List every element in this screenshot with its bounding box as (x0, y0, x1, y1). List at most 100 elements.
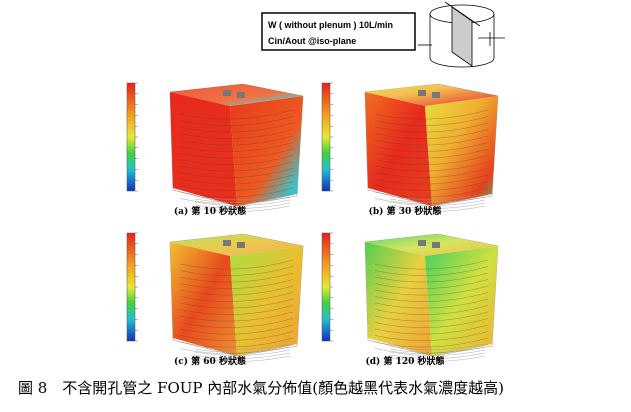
wafer-line (194, 346, 291, 353)
wafer-line (179, 331, 294, 341)
colorbar (321, 82, 331, 192)
wafer-line (389, 193, 486, 200)
wafer-line (374, 344, 489, 354)
wafer-line (179, 259, 294, 270)
colorbar (126, 232, 136, 342)
wafer-line (179, 337, 294, 348)
right-face (425, 246, 498, 356)
wafer-line (179, 135, 294, 146)
left-face (365, 92, 432, 206)
wafer-line (374, 142, 489, 152)
wafer-line (179, 266, 294, 276)
right-face (425, 96, 498, 206)
wafer-line (374, 266, 489, 276)
port (223, 90, 231, 96)
top-face (365, 84, 498, 106)
wafer-line (374, 155, 489, 165)
panel-caption: (b) 第 30 秒狀態 (369, 205, 442, 217)
wafer-line (179, 181, 294, 191)
wafer-line (179, 187, 294, 198)
legend-box (261, 12, 416, 51)
wafer-line (389, 349, 486, 356)
port (418, 240, 426, 246)
wafer-line (179, 194, 294, 204)
wafer-line (374, 181, 489, 191)
wafer-line (374, 122, 489, 133)
wafer-line (389, 352, 486, 359)
wafer-line (179, 161, 294, 172)
wafer-line (179, 298, 294, 309)
wafer-line (374, 129, 489, 139)
wafer-line (179, 116, 294, 126)
wafer-line (389, 343, 486, 350)
port (237, 242, 245, 248)
wafer-line (374, 194, 489, 204)
wafer-line (179, 318, 294, 328)
wafer-line (374, 305, 489, 315)
port (223, 240, 231, 246)
wafer-line (374, 324, 489, 335)
wafer-line (179, 129, 294, 139)
wafer-line (374, 272, 489, 283)
wafer-line (194, 205, 291, 212)
left-face (365, 242, 432, 356)
wafer-line (374, 292, 489, 302)
wafer-line (179, 155, 294, 165)
wafer-line (179, 109, 294, 120)
wafer-line (194, 199, 291, 206)
wafer-line (179, 148, 294, 159)
panel-caption: (a) 第 10 秒狀態 (174, 205, 246, 217)
wafer-line (194, 355, 291, 362)
simulation-panel: (b) 第 30 秒狀態 (321, 82, 499, 217)
wafer-line (194, 196, 291, 203)
panel-caption: (c) 第 60 秒狀態 (174, 355, 246, 367)
wafer-line (374, 298, 489, 309)
wafer-line (374, 187, 489, 198)
wafer-line (374, 135, 489, 146)
simulation-panel: (a) 第 10 秒狀態 (126, 82, 304, 217)
simulation-panel: (d) 第 120 秒狀態 (321, 232, 499, 367)
wafer-line (194, 202, 291, 209)
wafer-line (374, 285, 489, 296)
left-face (170, 242, 237, 356)
wafer-line (389, 205, 486, 212)
wafer-line (179, 168, 294, 178)
colorbar (321, 232, 331, 342)
wafer-line (374, 318, 489, 328)
wafer-line (194, 349, 291, 356)
wafer-line (179, 305, 294, 315)
wafer-line (389, 202, 486, 209)
wafer-line (374, 168, 489, 178)
panel-caption: (d) 第 120 秒狀態 (366, 355, 445, 367)
wafer-line (179, 344, 294, 354)
wafer-line (389, 199, 486, 206)
wafer-line (374, 311, 489, 322)
wafer-line (374, 148, 489, 159)
legend-line: W ( without plenum ) 10L/min (268, 20, 393, 30)
port (418, 90, 426, 96)
wafer-line (179, 292, 294, 302)
port (432, 92, 440, 98)
simulation-panel: (c) 第 60 秒狀態 (126, 232, 304, 367)
wafer-line (179, 272, 294, 283)
wafer-line (374, 337, 489, 348)
top-face (365, 234, 498, 256)
wafer-line (179, 324, 294, 335)
wafer-line (179, 279, 294, 289)
wafer-line (179, 311, 294, 322)
colorbar (126, 82, 136, 192)
wafer-line (374, 279, 489, 289)
wafer-line (389, 355, 486, 362)
wafer-line (194, 343, 291, 350)
wafer-line (374, 331, 489, 341)
wafer-line (194, 193, 291, 200)
port (237, 92, 245, 98)
wafer-line (374, 161, 489, 172)
wafer-line (389, 346, 486, 353)
legend-line: Cin/Aout @iso-plane (268, 36, 356, 46)
wafer-line (179, 174, 294, 185)
wafer-line (194, 352, 291, 359)
wafer-line (179, 142, 294, 152)
wafer-line (179, 285, 294, 296)
